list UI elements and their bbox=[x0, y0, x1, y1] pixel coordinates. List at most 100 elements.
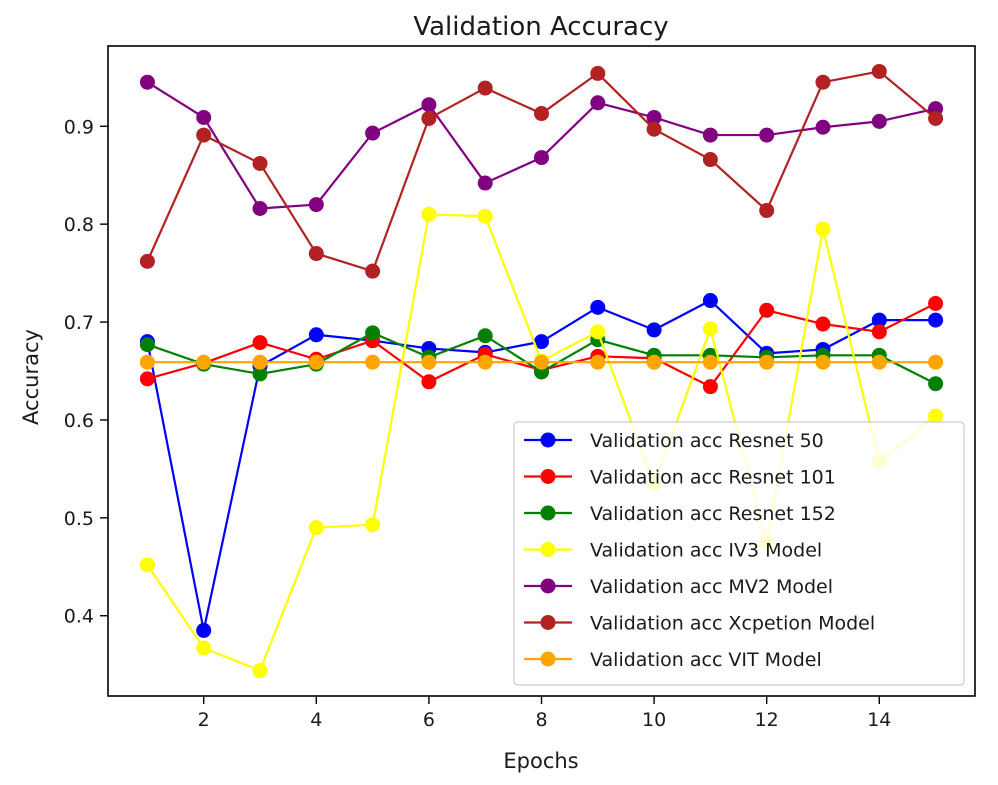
legend-item: Validation acc Resnet 152 bbox=[524, 503, 836, 525]
data-point bbox=[702, 379, 718, 395]
data-point bbox=[365, 263, 381, 279]
data-point bbox=[421, 206, 437, 222]
x-tick-label: 12 bbox=[755, 709, 779, 731]
data-point bbox=[590, 95, 606, 111]
data-point bbox=[196, 640, 212, 656]
data-point bbox=[759, 302, 775, 318]
legend-marker bbox=[540, 469, 556, 484]
legend-item: Validation acc IV3 Model bbox=[524, 540, 822, 562]
data-point bbox=[871, 113, 887, 129]
data-point bbox=[308, 354, 324, 370]
x-tick-label: 14 bbox=[867, 709, 891, 731]
x-tick-label: 4 bbox=[310, 709, 322, 731]
data-point bbox=[759, 202, 775, 218]
data-point bbox=[308, 246, 324, 262]
data-point bbox=[590, 324, 606, 340]
data-point bbox=[421, 374, 437, 390]
data-point bbox=[534, 334, 549, 350]
x-tick-label: 10 bbox=[642, 709, 666, 731]
data-point bbox=[252, 201, 268, 216]
data-point bbox=[928, 408, 944, 424]
x-tick-label: 6 bbox=[423, 709, 435, 731]
legend-label: Validation acc VIT Model bbox=[590, 649, 822, 671]
axes-layer: 2 4 6 8 10 12 14 0.4 0.5 0.6 0.7 0.8 0.9 bbox=[64, 45, 976, 731]
data-point bbox=[702, 152, 718, 168]
data-point bbox=[252, 335, 268, 351]
data-point bbox=[759, 354, 775, 370]
data-point bbox=[534, 150, 549, 166]
legend-label: Validation acc Resnet 50 bbox=[590, 430, 824, 452]
series-validation-acc-mv2-model bbox=[139, 74, 944, 216]
y-tick-label: 0.6 bbox=[64, 410, 94, 432]
data-point bbox=[702, 354, 718, 370]
legend-item: Validation acc MV2 Model bbox=[524, 576, 833, 598]
series-validation-acc-vit-model bbox=[139, 354, 944, 370]
data-point bbox=[365, 125, 381, 141]
data-point bbox=[252, 366, 268, 382]
chart-title: Validation Accuracy bbox=[413, 12, 668, 42]
data-point bbox=[646, 354, 662, 370]
legend-label: Validation acc Xcpetion Model bbox=[590, 613, 875, 635]
legend-label: Validation acc Resnet 152 bbox=[590, 503, 836, 525]
data-point bbox=[590, 299, 606, 315]
data-point bbox=[477, 208, 493, 224]
y-tick-label: 0.7 bbox=[64, 312, 94, 334]
data-point bbox=[139, 354, 155, 370]
data-point bbox=[871, 63, 887, 79]
data-point bbox=[928, 354, 944, 370]
data-point bbox=[759, 127, 775, 143]
y-tick-label: 0.4 bbox=[64, 606, 94, 628]
data-point bbox=[702, 321, 718, 337]
data-point bbox=[308, 197, 324, 213]
data-point bbox=[928, 110, 944, 126]
x-tick-label: 2 bbox=[198, 709, 210, 731]
legend-marker bbox=[540, 432, 556, 448]
data-point bbox=[871, 354, 887, 370]
data-point bbox=[365, 354, 381, 370]
data-point bbox=[815, 316, 831, 332]
legend-item: Validation acc Resnet 50 bbox=[524, 430, 824, 452]
y-tick-label: 0.5 bbox=[64, 508, 94, 530]
legend-box bbox=[513, 421, 965, 686]
legend-label: Validation acc Resnet 101 bbox=[590, 467, 836, 489]
data-point bbox=[421, 97, 437, 113]
data-point bbox=[477, 354, 493, 370]
data-point bbox=[365, 325, 381, 341]
data-point bbox=[196, 109, 212, 125]
data-point bbox=[139, 253, 155, 269]
data-point bbox=[196, 622, 212, 638]
data-point bbox=[139, 337, 155, 353]
data-point bbox=[477, 175, 493, 191]
data-point bbox=[815, 354, 831, 370]
data-point bbox=[365, 517, 381, 533]
data-point bbox=[928, 312, 944, 328]
data-point bbox=[196, 354, 212, 370]
data-point bbox=[139, 557, 155, 573]
data-point bbox=[308, 327, 324, 343]
data-point bbox=[815, 119, 831, 135]
data-point bbox=[534, 354, 549, 370]
data-point bbox=[590, 354, 606, 370]
legend: Validation acc Resnet 50 Validation acc R… bbox=[513, 421, 965, 686]
legend-marker bbox=[540, 505, 556, 521]
data-point bbox=[252, 663, 268, 679]
data-point bbox=[928, 295, 944, 311]
series-line bbox=[146, 70, 937, 273]
legend-marker bbox=[540, 651, 556, 667]
legend-item: Validation acc Resnet 101 bbox=[524, 467, 836, 489]
data-point bbox=[646, 109, 662, 125]
data-point bbox=[534, 106, 549, 122]
data-point bbox=[139, 371, 155, 387]
data-point bbox=[646, 322, 662, 338]
data-point bbox=[815, 221, 831, 237]
legend-item: Validation acc VIT Model bbox=[524, 649, 822, 671]
legend-marker bbox=[540, 542, 556, 557]
series-line bbox=[146, 81, 936, 210]
legend-item: Validation acc Xcpetion Model bbox=[524, 613, 875, 635]
legend-marker bbox=[540, 578, 556, 594]
data-point bbox=[871, 324, 887, 340]
data-point bbox=[252, 155, 268, 171]
x-axis-label: Epochs bbox=[503, 749, 578, 773]
